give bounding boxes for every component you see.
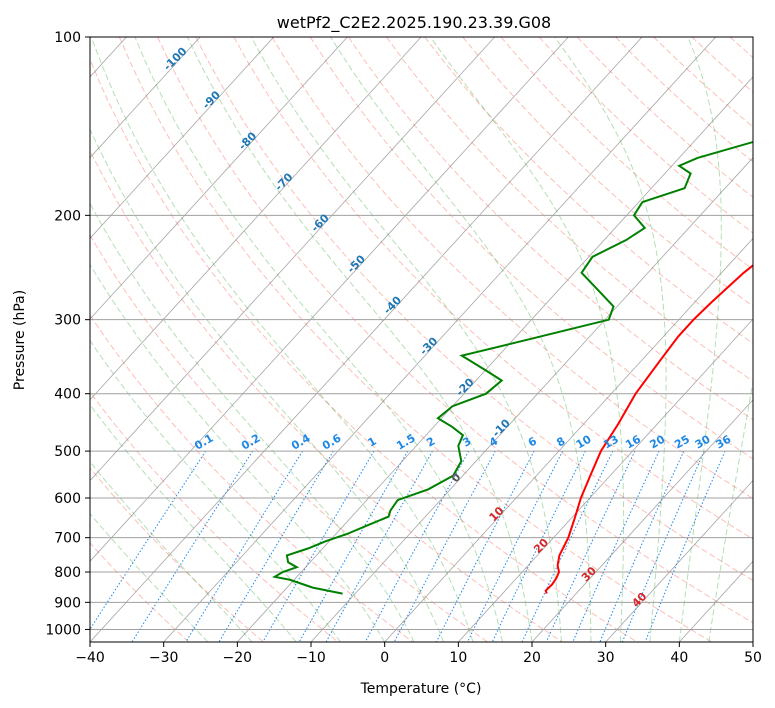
dry-adiabat-line bbox=[118, 37, 712, 642]
y-tick-label: 1000 bbox=[45, 622, 81, 638]
dry-adiabat-line bbox=[386, 37, 753, 382]
dewpoint-line bbox=[271, 140, 753, 595]
mixing-ratio-line bbox=[621, 450, 705, 642]
dry-adiabat-line bbox=[195, 37, 753, 582]
dry-adiabat-line bbox=[90, 467, 264, 642]
mixing-ratio-line bbox=[364, 450, 470, 642]
dry-adiabat-line bbox=[90, 313, 414, 642]
chart-title: wetPf2_C2E2.2025.190.23.39.G08 bbox=[277, 13, 551, 33]
mixing-ratio-line bbox=[435, 450, 535, 642]
isotherm-line bbox=[310, 157, 753, 642]
temperature-line bbox=[544, 264, 753, 594]
x-tick-label: 0 bbox=[380, 650, 389, 666]
y-axis-label: Pressure (hPa) bbox=[12, 290, 28, 390]
mixing-ratio-line bbox=[262, 450, 375, 642]
isotherm-line bbox=[90, 37, 348, 320]
isotherm-line bbox=[90, 37, 643, 642]
y-tick-label: 500 bbox=[54, 444, 81, 460]
plot-frame bbox=[89, 36, 754, 643]
dry-adiabat-line bbox=[90, 149, 563, 642]
dry-adiabat-line bbox=[462, 37, 753, 307]
x-axis-label: Temperature (°C) bbox=[360, 681, 482, 697]
mixing-ratio-line bbox=[467, 450, 564, 642]
x-tick-label: 50 bbox=[744, 650, 762, 666]
y-tick-label: 300 bbox=[54, 313, 81, 329]
series-lines bbox=[271, 140, 753, 595]
x-tick-label: −10 bbox=[296, 650, 326, 666]
dry-adiabat-line bbox=[90, 234, 488, 642]
x-tick-label: 30 bbox=[597, 650, 615, 666]
mixing-ratio-line bbox=[325, 450, 433, 642]
isotherm-line bbox=[90, 37, 496, 482]
dry-adiabat-line bbox=[768, 37, 775, 642]
dry-adiabat-line bbox=[157, 37, 753, 624]
mixing-ratio-line bbox=[491, 450, 586, 642]
isotherm-line bbox=[605, 479, 753, 642]
moist-adiabat-line bbox=[90, 460, 253, 642]
moist-adiabat-line bbox=[90, 513, 209, 642]
mixing-ratio-line bbox=[298, 450, 409, 642]
isotherm-line bbox=[163, 37, 717, 642]
moist-adiabat-line bbox=[90, 403, 297, 642]
isotherm-line bbox=[752, 641, 753, 642]
isotherm-line bbox=[90, 37, 275, 239]
isotherm-line bbox=[90, 37, 569, 562]
moist-adiabat-line bbox=[678, 37, 722, 642]
dry-adiabat-line bbox=[271, 37, 753, 500]
moist-adiabat-line bbox=[250, 37, 562, 642]
y-tick-label: 800 bbox=[54, 565, 81, 581]
moist-adiabat-line bbox=[134, 37, 503, 642]
isotherm-line bbox=[531, 399, 753, 642]
isotherm-line bbox=[458, 318, 753, 642]
x-tick-label: −20 bbox=[223, 650, 253, 666]
isotherm-line bbox=[384, 237, 753, 642]
isotherm-line bbox=[90, 37, 422, 401]
axes: −40 −30 −20 −10 0 10 20 30 40 50 100 200 300 400 500 60… bbox=[45, 30, 762, 666]
moist-adiabat-line bbox=[90, 263, 386, 642]
y-tick-label: 100 bbox=[54, 30, 81, 46]
y-tick-label: 400 bbox=[54, 387, 81, 403]
x-tick-label: 10 bbox=[449, 650, 467, 666]
isotherm-line bbox=[90, 37, 201, 159]
dry-adiabat-line bbox=[90, 58, 638, 642]
plot-background bbox=[90, 37, 753, 642]
moist-adiabat-line bbox=[554, 37, 667, 642]
mixing-ratio-line bbox=[90, 450, 207, 631]
moist-adiabat-line bbox=[330, 37, 592, 642]
dry-adiabat-line bbox=[424, 37, 753, 344]
x-tick-label: 20 bbox=[523, 650, 541, 666]
y-tick-label: 900 bbox=[54, 595, 81, 611]
y-tick-label: 200 bbox=[54, 208, 81, 224]
x-tick-label: 40 bbox=[670, 650, 688, 666]
y-tick-label: 600 bbox=[54, 491, 81, 507]
mixing-ratio-line bbox=[185, 450, 304, 642]
moist-adiabat-line bbox=[90, 128, 445, 642]
x-tick-label: −40 bbox=[75, 650, 105, 666]
moist-adiabat-line bbox=[90, 37, 474, 642]
mixing-ratio-line bbox=[131, 450, 254, 642]
moist-adiabat-line bbox=[708, 379, 753, 642]
isotherm-line bbox=[237, 76, 753, 642]
y-tick-label: 700 bbox=[54, 531, 81, 547]
x-tick-label: −30 bbox=[149, 650, 179, 666]
mixing-ratio-line bbox=[599, 450, 685, 642]
